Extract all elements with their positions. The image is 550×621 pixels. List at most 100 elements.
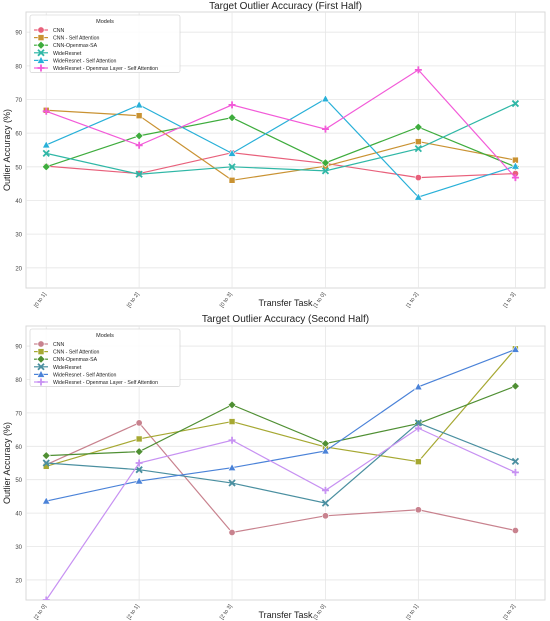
y-tick-label: 90 xyxy=(15,345,22,351)
data-point-marker xyxy=(414,424,422,432)
legend-entry: CNN xyxy=(53,28,64,34)
legend-marker xyxy=(36,55,46,64)
legend-entry: WideResnet - Self Attention xyxy=(53,372,117,378)
legend-box xyxy=(29,14,181,73)
x-tick-label: [3 to 1] xyxy=(405,603,420,621)
legend-marker xyxy=(37,34,45,41)
data-point-marker xyxy=(228,101,236,109)
data-point-marker xyxy=(228,176,236,184)
legend-marker xyxy=(37,348,45,355)
data-point-marker xyxy=(135,466,143,474)
series-line xyxy=(46,98,516,198)
data-point-marker xyxy=(321,125,329,133)
y-axis-label: Outlier Accuracy (%) xyxy=(2,422,12,504)
data-point-marker xyxy=(511,161,520,170)
data-point-marker xyxy=(135,435,143,443)
y-tick-label: 20 xyxy=(15,578,22,584)
data-point-marker xyxy=(134,476,144,485)
x-tick-label: [0 to 2] xyxy=(126,291,141,309)
data-point-marker xyxy=(227,113,237,123)
chart-title: Target Outlier Accuracy (Second Half) xyxy=(202,314,369,325)
x-tick-label: [1 to 0] xyxy=(313,291,328,309)
legend-marker xyxy=(37,64,45,72)
data-point-marker xyxy=(135,459,143,467)
y-tick-label: 50 xyxy=(15,478,22,484)
series-line xyxy=(45,422,516,534)
legend-entry: CNN xyxy=(53,342,64,348)
data-point-marker xyxy=(228,479,236,487)
y-tick-label: 60 xyxy=(15,132,22,138)
data-point-marker xyxy=(321,167,330,175)
data-point-marker xyxy=(321,94,330,103)
data-point-marker xyxy=(511,468,519,476)
legend-marker xyxy=(36,369,46,378)
series-wideresnet-openmax-layer-self-attention xyxy=(42,66,519,182)
series-line xyxy=(46,109,516,181)
x-tick-label: [3 to 0] xyxy=(313,603,328,621)
series-line xyxy=(46,422,516,504)
legend-marker xyxy=(37,378,45,386)
y-tick-label: 30 xyxy=(15,233,22,239)
legend-title: Models xyxy=(96,333,114,339)
data-point-marker xyxy=(414,174,422,182)
legend-marker xyxy=(36,354,46,364)
y-axis-label: Outlier Accuracy (%) xyxy=(2,109,12,191)
data-point-marker xyxy=(511,99,520,108)
data-point-marker xyxy=(321,158,330,168)
data-point-marker xyxy=(134,100,144,109)
data-point-marker xyxy=(511,457,520,465)
x-tick-label: [1 to 3] xyxy=(502,291,517,309)
x-tick-label: [1 to 2] xyxy=(405,291,420,309)
chart-panel-2: 20 30 40 50 60 70 80 90 [2 to 0] [2 to 1] [2 to 3]… xyxy=(2,314,546,621)
x-tick-label: [2 to 0] xyxy=(33,603,48,621)
legend-marker xyxy=(37,340,45,348)
legend-entry: CNN - Self Attention xyxy=(53,36,100,42)
y-tick-label: 90 xyxy=(15,31,22,37)
legend-marker xyxy=(37,49,45,57)
data-point-marker xyxy=(414,145,423,153)
data-point-marker xyxy=(41,451,51,461)
legend-entry: CNN - Self Attention xyxy=(53,350,100,356)
legend: Models CNN CNN - Self AttentionCNN-Openmax… xyxy=(29,328,181,387)
y-tick-label: 70 xyxy=(15,98,22,104)
data-point-marker xyxy=(511,344,520,353)
x-tick-label: [2 to 1] xyxy=(126,603,141,621)
data-point-marker xyxy=(414,192,423,201)
series-wideresnet-self-attention xyxy=(41,344,520,505)
data-point-marker xyxy=(227,400,237,410)
data-point-marker xyxy=(41,162,51,172)
data-point-marker xyxy=(135,419,143,427)
data-point-marker xyxy=(42,596,50,600)
series-wideresnet xyxy=(42,99,520,178)
y-tick-label: 80 xyxy=(15,378,22,384)
x-axis-label: Transfer Task xyxy=(258,298,313,308)
series-line xyxy=(46,348,516,467)
series-line xyxy=(46,385,516,457)
y-tick-label: 50 xyxy=(15,165,22,171)
data-point-marker xyxy=(321,446,330,455)
data-point-marker xyxy=(227,463,237,471)
data-point-marker xyxy=(42,149,50,158)
legend-marker xyxy=(37,363,45,371)
data-point-marker xyxy=(135,141,143,149)
data-point-marker xyxy=(414,506,422,514)
data-point-marker xyxy=(41,496,51,505)
data-point-marker xyxy=(41,140,51,149)
data-point-marker xyxy=(415,458,422,465)
series-line xyxy=(46,117,516,168)
y-tick-label: 80 xyxy=(15,64,22,70)
data-point-marker xyxy=(135,112,143,119)
legend-entry: WideResnet - Self Attention xyxy=(53,58,117,64)
data-point-marker xyxy=(413,122,423,132)
series-wideresnet-self-attention xyxy=(41,94,520,201)
y-tick-label: 30 xyxy=(15,545,22,551)
y-tick-label: 20 xyxy=(15,266,22,272)
series-line xyxy=(46,348,516,502)
data-point-marker xyxy=(135,170,143,178)
x-tick-label: [0 to 1] xyxy=(33,291,48,309)
data-point-marker xyxy=(321,512,329,520)
chart-panel-1: 20 30 40 50 60 70 80 90 [0 to 1] [0 to 2] [0 to 3]… xyxy=(2,1,546,309)
data-point-marker xyxy=(414,419,423,427)
series-line xyxy=(45,427,516,600)
